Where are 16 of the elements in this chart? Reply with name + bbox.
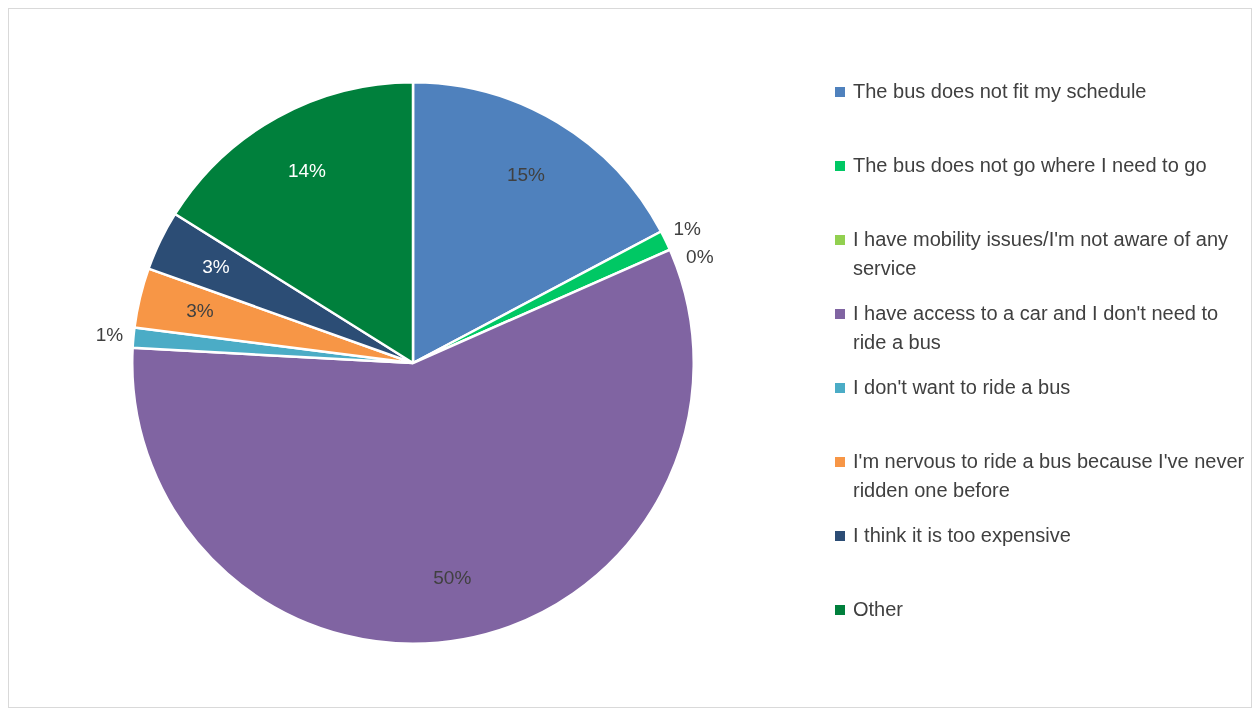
legend-label: Other [853, 597, 904, 622]
legend-label: I don't want to ride a bus [853, 375, 1071, 400]
legend-label: The bus does not go where I need to go [853, 153, 1207, 178]
legend-label: I think it is too expensive [853, 523, 1071, 548]
data-label: 15% [506, 163, 546, 185]
data-label: 1% [673, 218, 702, 240]
legend-label: The bus does not fit my schedule [853, 79, 1147, 104]
data-label: 50% [433, 566, 472, 588]
legend-label: I have access to a car and I don't need to ride a bus [853, 301, 1220, 355]
data-label: 3% [202, 255, 230, 277]
data-label: 1% [95, 323, 124, 345]
text: 0% [686, 246, 714, 268]
legend-label: I'm nervous to ride a bus because I've never ridden one before [853, 449, 1245, 503]
legend-label: I have mobility issues/I'm not aware of any service [853, 227, 1230, 281]
data-label: 14% [287, 159, 327, 181]
data-label: 3% [186, 300, 214, 322]
